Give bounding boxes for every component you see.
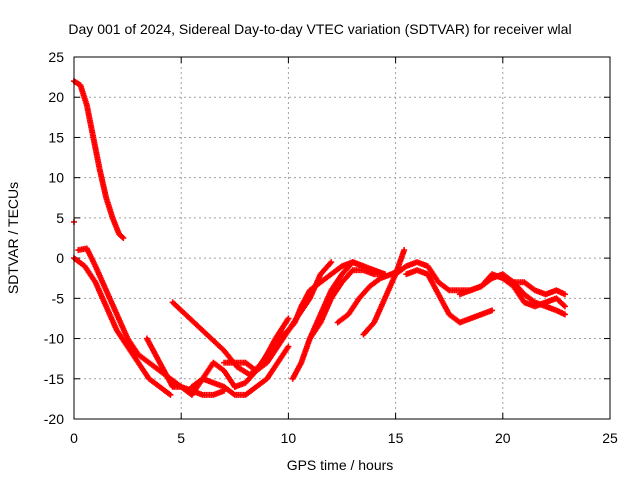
data-point: [328, 259, 335, 266]
data-point: [167, 391, 174, 398]
y-tick-label: -10: [44, 331, 64, 347]
data-point: [561, 291, 568, 298]
y-tick-label: 20: [48, 89, 64, 105]
data-point: [119, 233, 126, 240]
series-arc-14: [403, 267, 496, 326]
series-arc-1: [71, 78, 127, 241]
data-point: [561, 303, 568, 310]
data-point: [285, 315, 292, 322]
x-tick-label: 25: [602, 430, 618, 446]
x-tick-label: 5: [177, 430, 185, 446]
x-axis-label: GPS time / hours: [287, 457, 394, 473]
y-tick-label: 10: [48, 170, 64, 186]
y-tick-label: 0: [56, 250, 64, 266]
data-point: [285, 343, 292, 350]
data-point: [120, 235, 127, 241]
series-arc-16: [499, 275, 568, 310]
series-arc-6: [188, 343, 292, 398]
x-tick-label: 0: [70, 430, 78, 446]
data-point: [561, 311, 568, 318]
x-tick-label: 10: [281, 430, 297, 446]
y-tick-label: -15: [44, 371, 64, 387]
y-tick-label: 5: [56, 210, 64, 226]
y-tick-label: 15: [48, 129, 64, 145]
y-tick-label: -5: [52, 290, 65, 306]
x-tick-label: 15: [388, 430, 404, 446]
x-tick-label: 20: [495, 430, 511, 446]
y-tick-label: -20: [44, 411, 64, 427]
y-axis-label: SDTVAR / TECUs: [5, 182, 21, 294]
chart-title: Day 001 of 2024, Sidereal Day-to-day VTE…: [68, 21, 571, 37]
y-tick-label: 25: [48, 49, 64, 65]
series-arc-8: [231, 259, 367, 390]
plot-border: [73, 56, 611, 420]
data-point: [401, 247, 408, 254]
axis-ticks: 0 5 10 15 20 25 -20 -15 -10 -5 0 5 10 15 20 25: [44, 49, 618, 446]
data-points: [71, 78, 568, 398]
data-point: [489, 307, 496, 314]
